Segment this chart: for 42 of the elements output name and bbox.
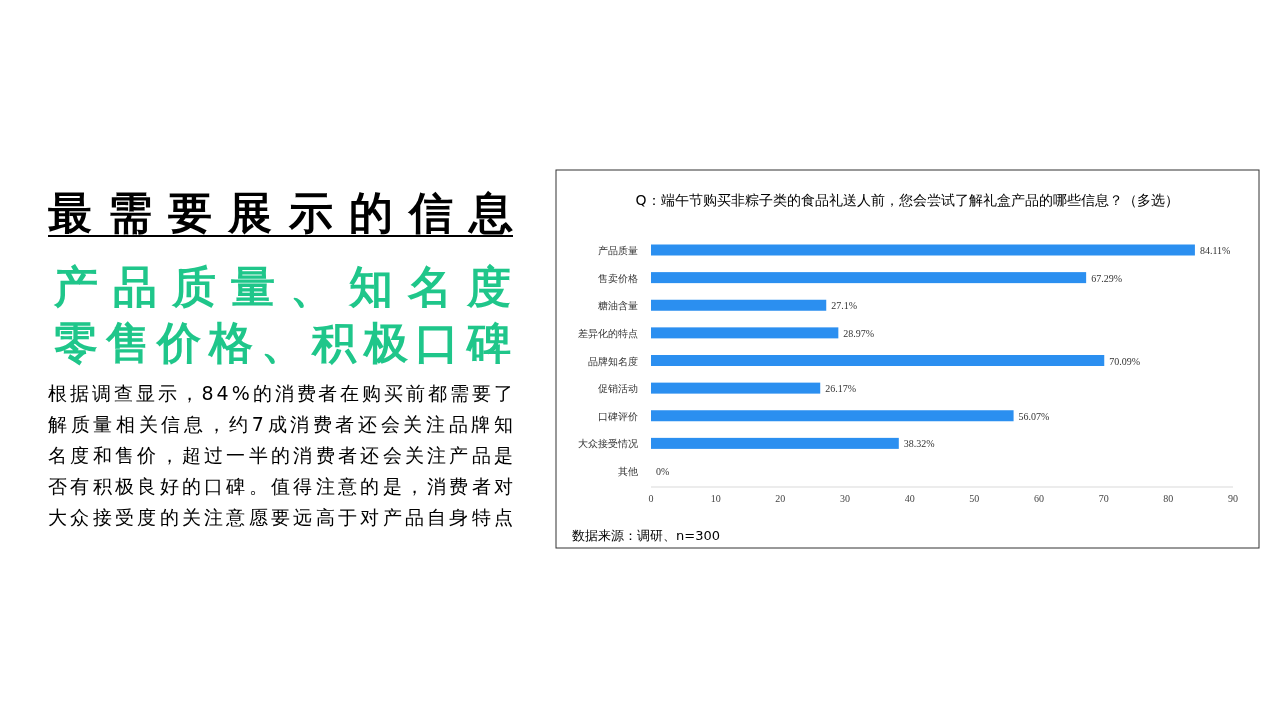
bar bbox=[651, 327, 839, 339]
bar bbox=[651, 244, 1195, 256]
x-tick-label: 30 bbox=[840, 493, 850, 504]
x-tick-label: 0 bbox=[648, 493, 654, 504]
y-tick-label: 售卖价格 bbox=[598, 272, 638, 284]
text: 根据调查显示，84%的消费者在购买前都需要了解质量相关信息，约7成消费者还会关注品牌知名度和售价，超过一半的消费者还会关注产品是否有积极良好的口碑。值得注意的是，消费者对大众接受度的关注意愿要远高于对产品自身特点 bbox=[48, 382, 513, 528]
x-tick-label: 40 bbox=[904, 493, 915, 504]
data-label: 27.1% bbox=[831, 300, 858, 312]
data-label: 38.32% bbox=[903, 438, 935, 450]
bar bbox=[651, 410, 1014, 422]
text: 产品质量、知名度 bbox=[53, 261, 511, 312]
chart-title: Q：端午节购买非粽子类的食品礼送人前，您会尝试了解礼盒产品的哪些信息？（多选） bbox=[635, 192, 1179, 208]
y-tick-label: 糖油含量 bbox=[598, 300, 638, 312]
x-tick-label: 50 bbox=[969, 493, 980, 504]
source-note: 数据来源：调研、n=300 bbox=[572, 528, 720, 543]
text: 最需要展示的信息 bbox=[48, 187, 513, 238]
y-tick-label: 差异化的特点 bbox=[578, 327, 638, 339]
data-label: 28.97% bbox=[843, 327, 875, 339]
data-label: 26.17% bbox=[825, 383, 857, 395]
y-tick-label: 口碑评价 bbox=[598, 410, 638, 422]
bar bbox=[651, 272, 1087, 284]
data-label: 70.09% bbox=[1109, 355, 1141, 367]
bar bbox=[651, 299, 827, 311]
x-tick-label: 80 bbox=[1163, 493, 1174, 504]
y-tick-label: 产品质量 bbox=[598, 245, 638, 256]
bar bbox=[651, 437, 899, 449]
x-tick-label: 70 bbox=[1098, 493, 1109, 504]
x-tick-label: 60 bbox=[1034, 493, 1044, 504]
x-tick-label: 90 bbox=[1228, 493, 1238, 504]
y-tick-label: 大众接受情况 bbox=[578, 438, 638, 450]
data-label: 67.29% bbox=[1091, 272, 1122, 284]
x-tick-label: 10 bbox=[710, 493, 721, 504]
bar bbox=[651, 355, 1105, 366]
bar bbox=[651, 382, 821, 394]
data-label: 56.07% bbox=[1018, 410, 1050, 422]
y-tick-label: 促销活动 bbox=[598, 383, 638, 395]
y-tick-label: 品牌知名度 bbox=[588, 355, 638, 367]
x-tick-label: 20 bbox=[775, 493, 786, 504]
data-label: 84.11% bbox=[1199, 245, 1231, 256]
data-label: 0% bbox=[656, 466, 670, 477]
y-tick-label: 其他 bbox=[618, 466, 638, 477]
text: 零售价格、积极口碑 bbox=[54, 317, 511, 368]
